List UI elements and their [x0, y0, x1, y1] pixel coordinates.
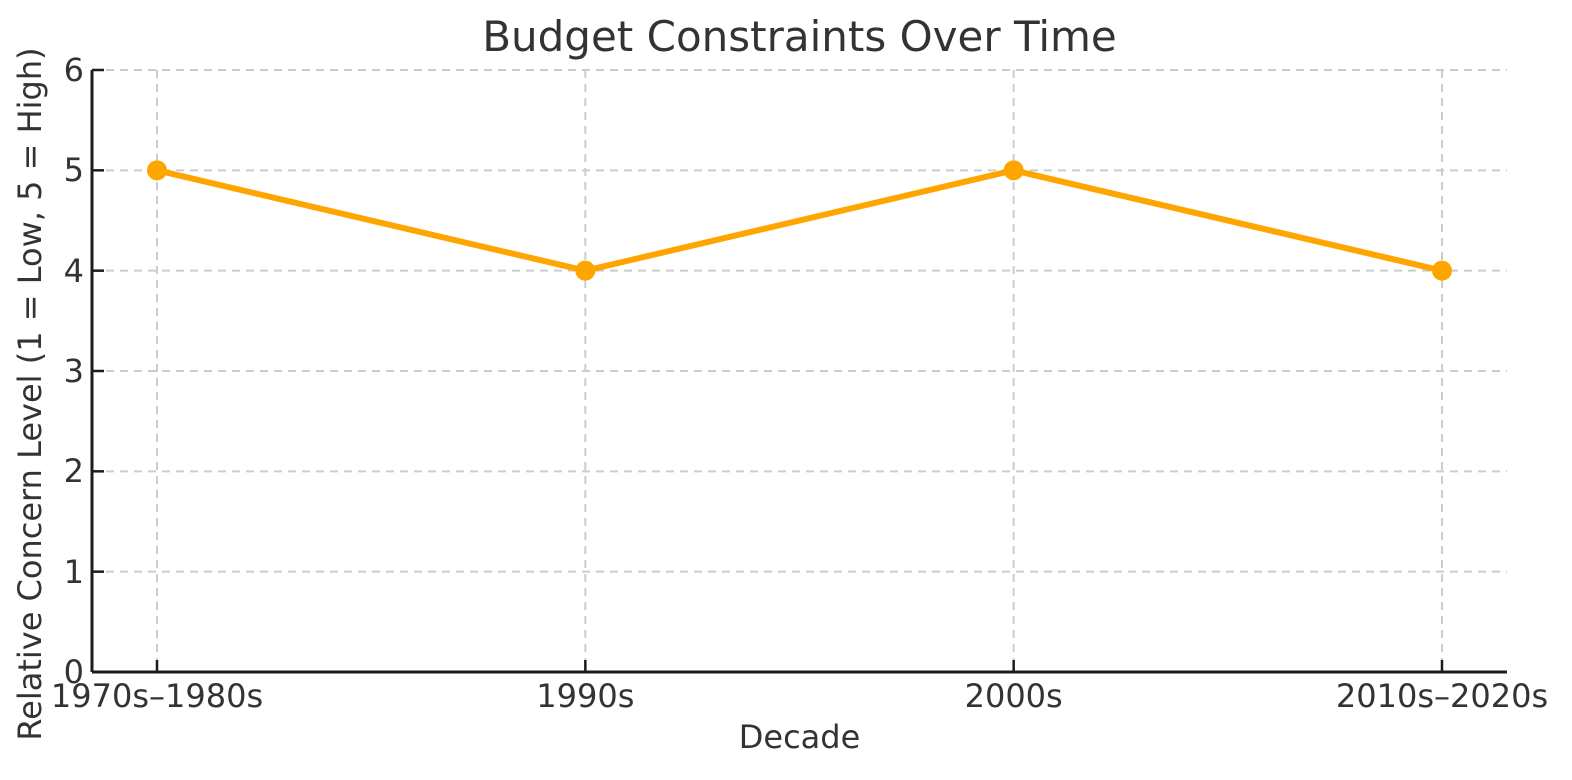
data-point-marker	[575, 260, 596, 281]
data-point-marker	[1432, 260, 1452, 281]
chart-title: Budget Constraints Over Time	[482, 12, 1117, 61]
x-tick-label: 1970s–1980s	[50, 677, 264, 715]
y-tick-label: 0	[63, 653, 84, 691]
x-axis-label: Decade	[738, 718, 861, 756]
y-tick-label: 5	[63, 151, 84, 190]
data-point-marker	[1003, 160, 1024, 181]
y-tick-label: 3	[63, 352, 84, 390]
x-tick-label: 2010s–2020s	[1335, 677, 1549, 715]
y-tick-label: 4	[63, 251, 84, 290]
x-tick-label: 2000s	[964, 677, 1063, 715]
y-tick-label: 1	[63, 552, 84, 591]
data-point-marker	[147, 160, 167, 181]
x-tick-label: 1990s	[536, 677, 635, 715]
y-tick-label: 6	[63, 51, 84, 89]
data-line	[154, 167, 1445, 274]
y-tick-label: 2	[63, 452, 84, 491]
